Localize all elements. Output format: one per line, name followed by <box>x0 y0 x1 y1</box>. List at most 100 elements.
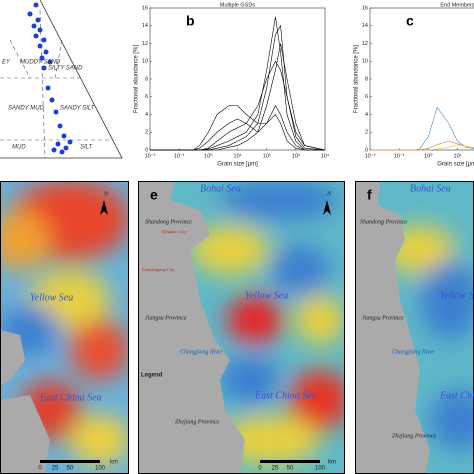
place-label: Shandong Province <box>145 219 192 225</box>
gsd-line <box>370 106 474 151</box>
plot-frame <box>149 7 326 151</box>
sea-label: East China Sea <box>39 392 102 403</box>
y-axis-label: Fractional abundance [%] <box>134 45 140 113</box>
north-label: N <box>103 191 109 197</box>
gsd-line <box>150 105 325 151</box>
ternary-dividers <box>0 9 110 159</box>
land <box>355 181 430 474</box>
x-tick-label: 10² <box>263 153 271 159</box>
y-tick-label: 4 <box>145 112 148 118</box>
land <box>138 181 245 474</box>
place-label: Jiangsu Province <box>362 315 404 321</box>
ternary-label: SILTY SAND <box>48 66 83 72</box>
y-tick-label: 14 <box>142 23 148 29</box>
y-tick-label: 6 <box>145 94 148 100</box>
north-arrow <box>100 200 108 215</box>
charts: 0 2 4 6 8 10 12 14 16 10⁻² 10⁻¹ 10⁰ 10¹ 10² 10³ 10⁴ Mult… <box>134 2 474 168</box>
sea-label: East China Sea <box>254 390 317 401</box>
ternary-label: MUDDY SAND <box>20 60 61 66</box>
scale-label: 100 <box>95 466 106 472</box>
ternary-label: EY <box>2 60 11 66</box>
x-tick-label: 10⁴ <box>321 152 330 159</box>
x-tick-label: 10⁻¹ <box>174 153 185 159</box>
y-tick-label: 0 <box>145 147 148 153</box>
y-tick-label: 12 <box>362 41 368 47</box>
panel-letter: b <box>186 13 195 29</box>
sea-label: Yellow Sea <box>30 292 73 303</box>
y-tick-label: 4 <box>365 112 368 118</box>
y-tick-label: 16 <box>362 5 368 11</box>
x-tick-label: 10⁻¹ <box>394 153 405 159</box>
gsd-line <box>370 144 474 151</box>
land <box>0 330 50 474</box>
scale-label: 0 <box>38 466 42 472</box>
place-label: Jiangsu Province <box>145 315 187 321</box>
heat-field <box>0 181 129 465</box>
x-tick-label: 10⁰ <box>204 152 213 159</box>
chart-title: End Members <box>440 2 474 8</box>
place-label: Qingdao City <box>162 229 186 234</box>
sample-points <box>27 2 73 155</box>
scale-bar <box>40 460 100 463</box>
ternary-diagram: EY MUDDY SAND SILTY SAND SANDY MUD SANDY… <box>0 0 123 159</box>
sea-label: Yellow Sea <box>440 290 474 301</box>
scale-label: 50 <box>67 466 74 472</box>
scale-label: 25 <box>52 466 59 472</box>
y-tick-label: 0 <box>365 147 368 153</box>
x-axis-label: Grain size [μm] <box>437 162 474 168</box>
heat-field <box>190 181 345 465</box>
ternary-label: SILT <box>80 145 94 151</box>
y-tick-label: 14 <box>362 23 368 29</box>
x-tick-label: 10⁰ <box>424 152 433 159</box>
place-label: Zhejiang Province <box>175 419 220 425</box>
scale-unit: km <box>328 460 336 466</box>
panel-letter: f <box>367 187 372 203</box>
y-tick-label: 8 <box>365 76 368 82</box>
map-d: N Yellow Sea East China Sea 0 25 50 100 … <box>0 181 129 474</box>
ternary-label: SANDY MUD <box>8 106 45 112</box>
y-tick-label: 10 <box>362 59 368 65</box>
place-label: Zhejiang Province <box>392 433 437 439</box>
ternary-label: SANDY SILT <box>60 106 96 112</box>
y-tick-label: 16 <box>142 5 148 11</box>
gsd-line <box>150 43 326 151</box>
panel-letter: c <box>406 13 414 29</box>
y-tick-label: 8 <box>145 76 148 82</box>
x-tick-label: 10¹ <box>454 153 462 159</box>
x-tick-label: 10⁻² <box>365 153 376 159</box>
sea-label: East China Sea <box>439 390 474 401</box>
panel-letter: e <box>150 187 158 203</box>
y-tick-label: 10 <box>142 59 148 65</box>
north-label: N <box>326 191 332 197</box>
ternary-label: MUD <box>12 145 26 151</box>
place-label: Shandong Province <box>360 219 407 225</box>
sea-label: Yellow Sea <box>245 290 288 301</box>
scale-label: 50 <box>287 466 294 472</box>
y-axis-label: Fractional abundance [%] <box>354 45 360 113</box>
map-f: f Bohai Sea Shandong Province Yellow Sea… <box>355 181 474 474</box>
scale-label: 100 <box>315 466 326 472</box>
chart-title: Multiple GSDs <box>220 2 255 8</box>
x-tick-label: 10³ <box>292 153 300 159</box>
x-tick-label: 10⁻² <box>145 153 156 159</box>
scale-label: 0 <box>258 466 262 472</box>
sea-label: Bohai Sea <box>200 183 241 194</box>
scale-label: 25 <box>272 466 279 472</box>
place-label: Changjiang River <box>180 349 223 355</box>
y-tick-label: 6 <box>365 94 368 100</box>
map-e: e N Bohai Sea Shandong Province Qingdao … <box>138 181 345 474</box>
legend-title: Legend <box>141 373 163 379</box>
ternary-frame <box>0 0 123 159</box>
x-axis-label: Grain size [μm] <box>217 162 258 168</box>
y-tick-label: 12 <box>142 41 148 47</box>
y-tick-label: 2 <box>145 130 148 136</box>
x-tick-label: 10¹ <box>234 153 242 159</box>
north-arrow <box>323 200 331 215</box>
place-label: Changjiang River <box>392 349 435 355</box>
sea-label: Bohai Sea <box>410 183 451 194</box>
scale-unit: km <box>110 460 118 466</box>
scale-bar <box>260 460 320 463</box>
y-tick-label: 2 <box>365 130 368 136</box>
